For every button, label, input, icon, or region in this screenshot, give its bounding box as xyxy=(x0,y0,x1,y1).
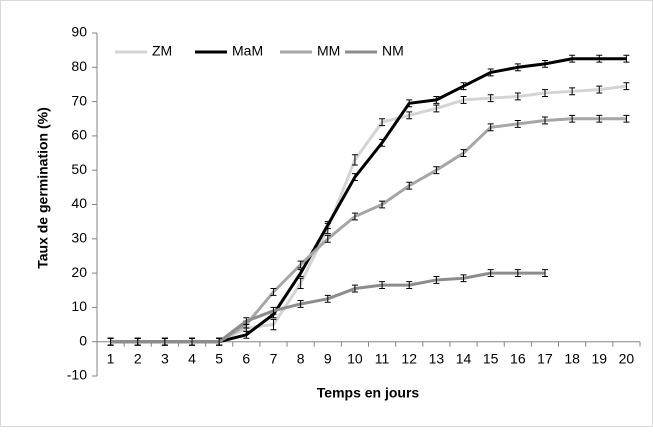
x-tick-label: 20 xyxy=(619,350,635,366)
y-tick-label: 0 xyxy=(79,332,87,348)
error-bar xyxy=(569,87,576,96)
error-bar xyxy=(351,284,358,293)
error-bar xyxy=(460,149,467,157)
error-bar xyxy=(161,337,168,346)
error-bar xyxy=(487,123,494,132)
x-tick-label: 12 xyxy=(401,350,417,366)
error-bar xyxy=(433,104,440,113)
error-bar xyxy=(406,281,413,290)
x-tick-label: 19 xyxy=(591,350,607,366)
error-bar xyxy=(189,337,196,346)
x-tick-label: 8 xyxy=(297,350,305,366)
error-bar xyxy=(433,166,440,175)
legend-label: ZM xyxy=(152,43,172,59)
y-tick-label: 20 xyxy=(71,264,87,280)
error-bar xyxy=(379,138,386,147)
error-bar xyxy=(487,269,494,278)
error-bar xyxy=(433,95,440,104)
error-bar xyxy=(297,269,304,278)
error-bar xyxy=(541,89,548,97)
x-tick-label: 4 xyxy=(188,350,196,366)
error-bar xyxy=(541,59,548,68)
y-tick-label: 30 xyxy=(71,230,87,246)
error-bar xyxy=(623,82,630,91)
error-bar xyxy=(541,269,548,278)
x-tick-label: 7 xyxy=(270,350,278,366)
x-tick-label: 14 xyxy=(456,350,472,366)
error-bar xyxy=(460,82,467,91)
error-bar xyxy=(134,337,141,346)
error-bar xyxy=(596,54,603,63)
y-axis-title: Taux de germination (%) xyxy=(35,107,51,269)
error-bar xyxy=(514,269,521,278)
x-tick-label: 3 xyxy=(161,350,169,366)
x-tick-label: 18 xyxy=(564,350,580,366)
x-tick-label: 15 xyxy=(483,350,499,366)
error-bar xyxy=(433,276,440,284)
error-bar xyxy=(243,330,250,339)
error-bar xyxy=(569,114,576,123)
error-bar xyxy=(379,118,386,127)
error-bar xyxy=(351,173,358,181)
error-bar xyxy=(460,95,467,104)
error-bar xyxy=(270,306,277,315)
x-tick-label: 9 xyxy=(324,350,332,366)
error-bar xyxy=(297,260,304,269)
error-bar xyxy=(270,288,277,296)
error-bar xyxy=(324,234,331,243)
error-bar xyxy=(514,119,521,128)
error-bar xyxy=(406,111,413,120)
legend-label: MM xyxy=(317,43,340,59)
error-bar xyxy=(216,337,223,346)
error-bar xyxy=(623,114,630,123)
error-bar xyxy=(270,318,277,331)
error-bar xyxy=(541,116,548,125)
error-bar xyxy=(379,281,386,290)
error-bar xyxy=(107,337,114,346)
error-bar xyxy=(324,294,331,303)
error-bar xyxy=(487,68,494,77)
error-bar xyxy=(379,200,386,209)
x-tick-label: 2 xyxy=(134,350,142,366)
x-tick-label: 5 xyxy=(215,350,223,366)
error-bar xyxy=(297,300,304,308)
error-bar xyxy=(623,54,630,63)
error-bar xyxy=(596,114,603,123)
y-tick-label: 50 xyxy=(71,161,87,177)
y-tick-label: 90 xyxy=(71,24,87,40)
error-bar xyxy=(243,317,250,326)
x-tick-label: 10 xyxy=(347,350,363,366)
x-tick-label: 16 xyxy=(510,350,526,366)
legend-label: MaM xyxy=(232,43,263,59)
legend-label: NM xyxy=(382,43,404,59)
y-tick-label: 80 xyxy=(71,58,87,74)
error-bar xyxy=(351,212,358,221)
error-bar xyxy=(351,154,358,166)
error-bar xyxy=(324,221,331,230)
error-bar xyxy=(514,92,521,101)
error-bar xyxy=(596,85,603,94)
x-tick-label: 6 xyxy=(242,350,250,366)
x-tick-label: 11 xyxy=(375,350,390,366)
x-axis-title: Temps en jours xyxy=(317,385,420,401)
y-tick-label: 10 xyxy=(71,298,87,314)
error-bar xyxy=(569,54,576,63)
y-tick-label: 70 xyxy=(71,92,87,108)
error-bar xyxy=(460,274,467,283)
error-bar xyxy=(514,63,521,72)
error-bar xyxy=(406,99,413,108)
x-tick-label: 1 xyxy=(107,350,115,366)
y-tick-label: -10 xyxy=(67,367,87,383)
x-tick-label: 17 xyxy=(537,350,553,366)
y-tick-label: 60 xyxy=(71,127,87,143)
x-tick-label: 13 xyxy=(429,350,445,366)
y-tick-label: 40 xyxy=(71,195,87,211)
error-bar xyxy=(487,94,494,103)
error-bar xyxy=(406,181,413,190)
